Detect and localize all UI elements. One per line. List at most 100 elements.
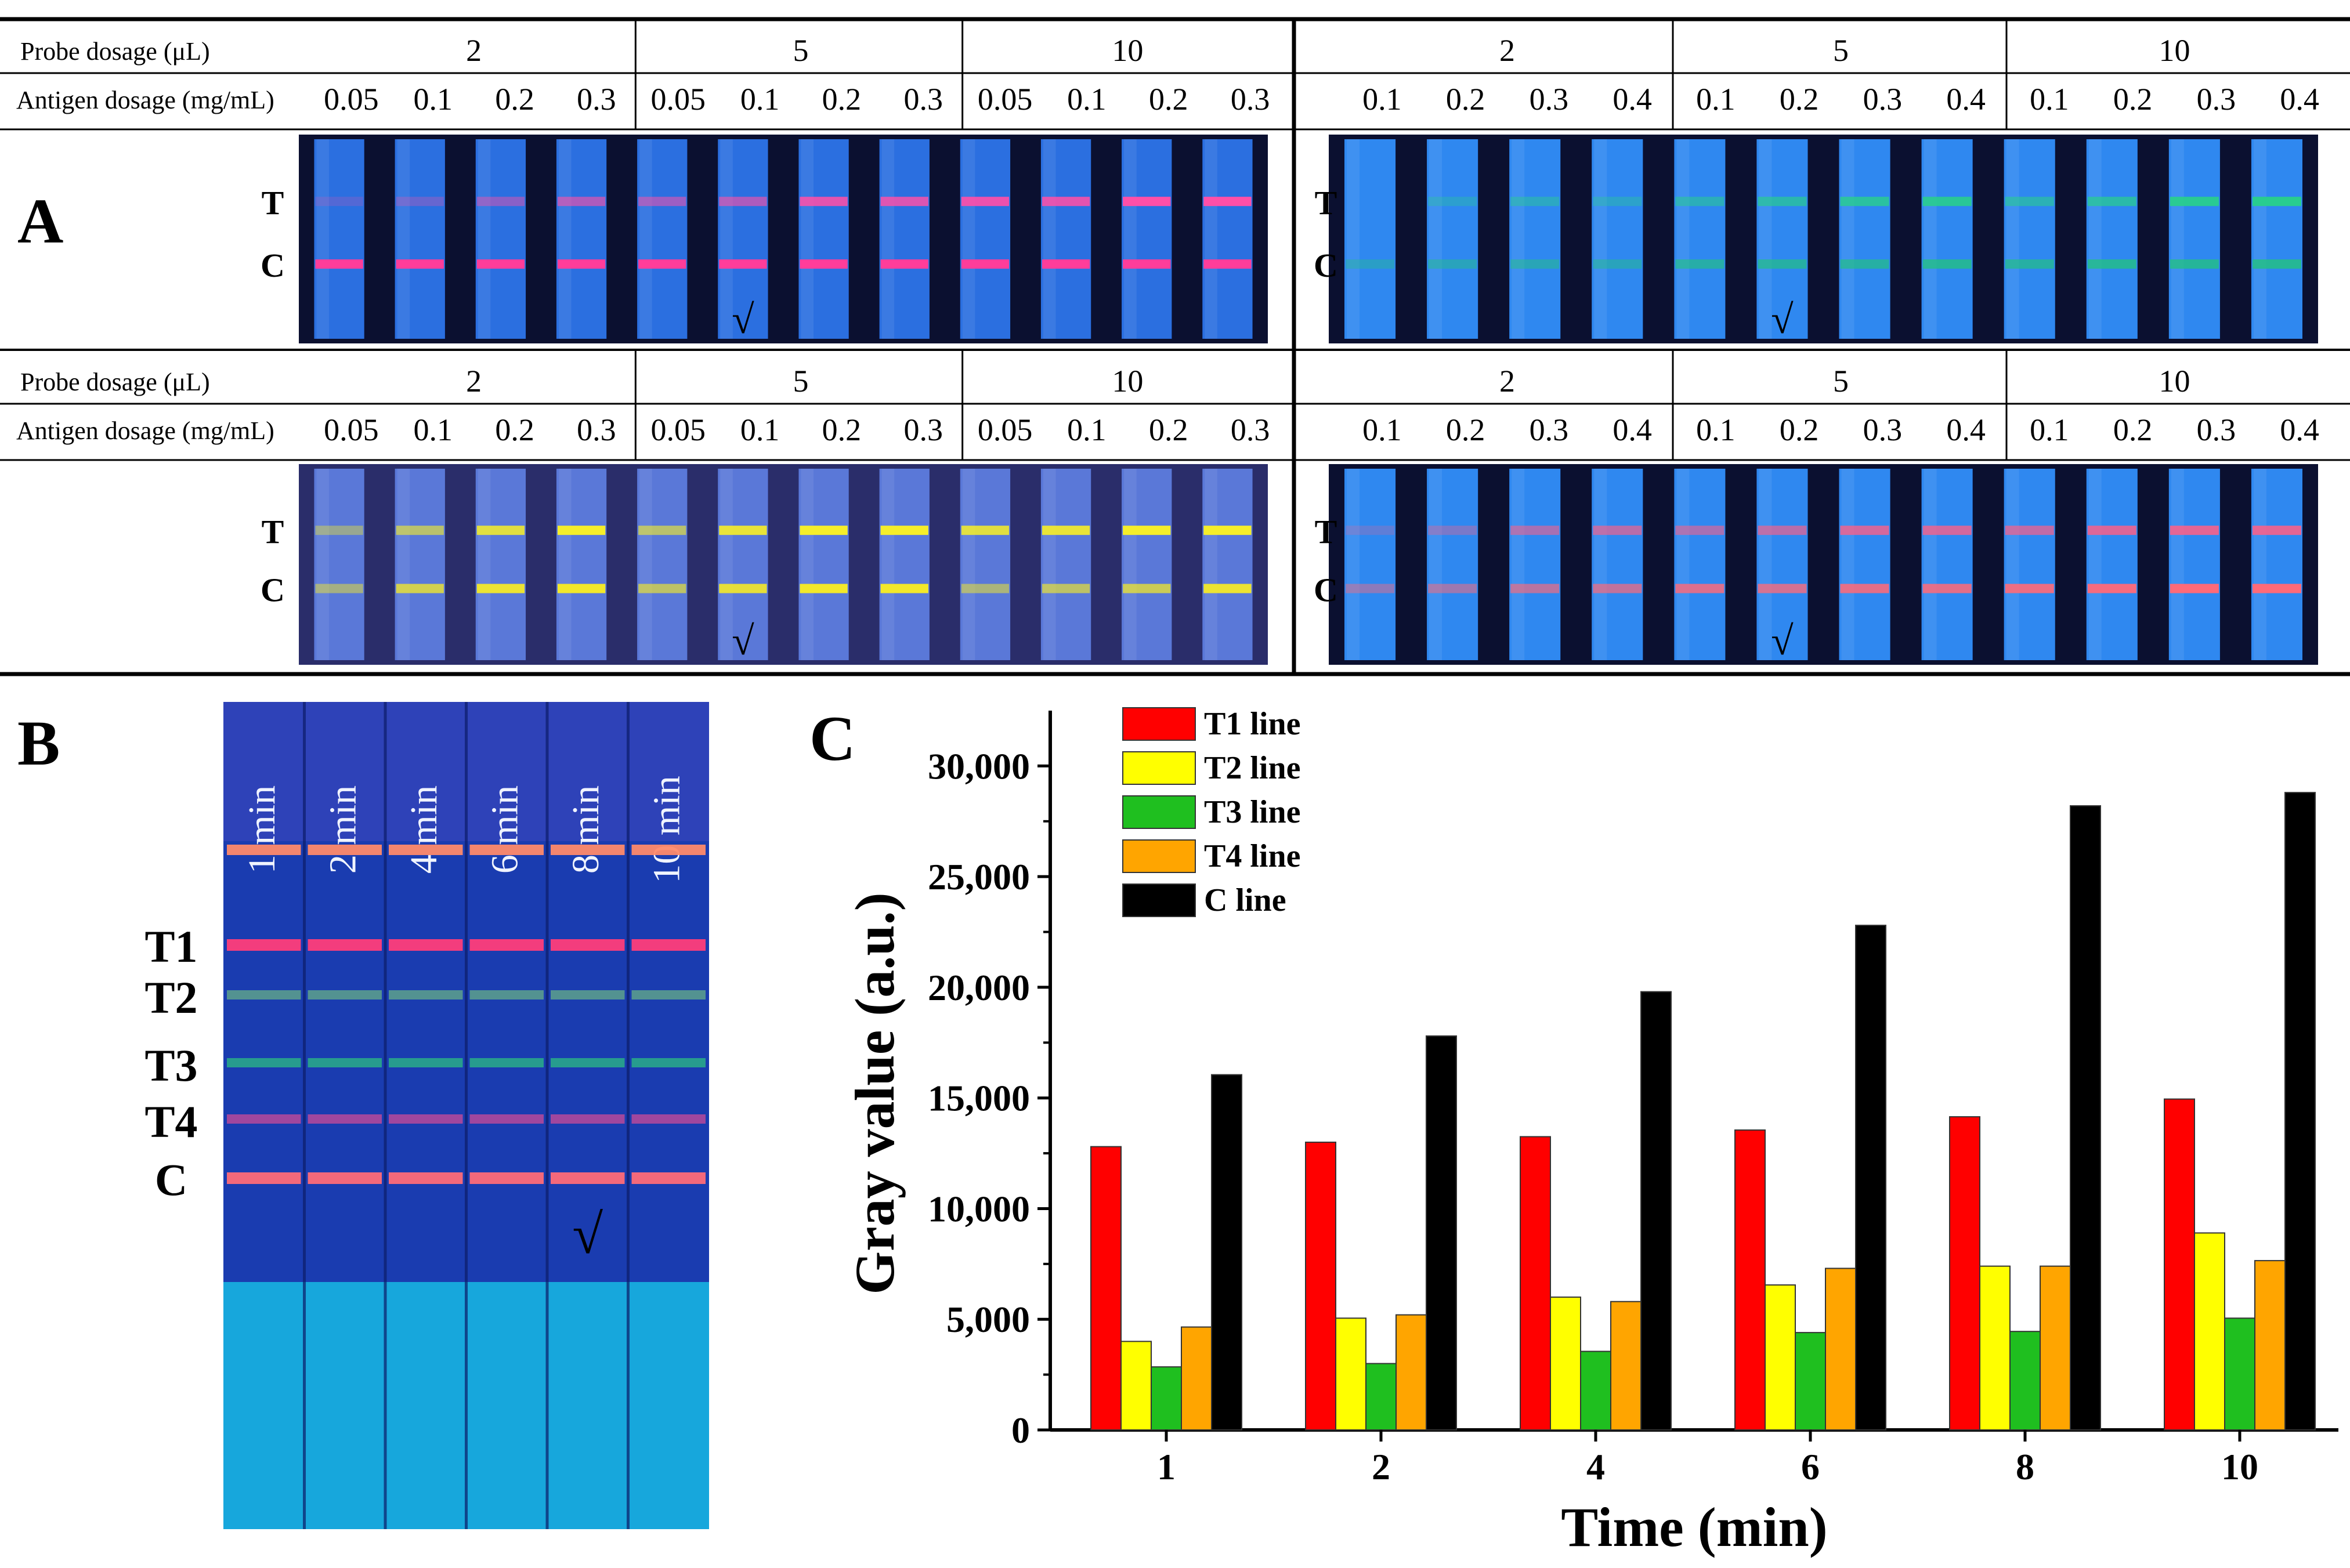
control-line-c (315, 584, 363, 593)
line-label-t: T (262, 513, 284, 551)
test-line-t (1345, 526, 1395, 535)
test-line (631, 990, 706, 1000)
test-strip (475, 469, 526, 660)
control-line-c (315, 259, 363, 269)
strip-photo-background (299, 135, 1268, 343)
test-line-t (315, 197, 363, 207)
bar (2254, 1260, 2286, 1431)
strip-sheen (1759, 139, 1772, 339)
strip-sheen (881, 139, 895, 339)
test-line-t (800, 197, 848, 207)
antigen-dosage-value: 0.2 (495, 82, 534, 117)
strip-sheen (2171, 469, 2184, 660)
antigen-dosage-value: 0.1 (1362, 412, 1402, 447)
control-line-c (1758, 584, 1807, 593)
antigen-dosage-value: 0.3 (904, 82, 943, 117)
test-line-t (1593, 526, 1642, 535)
test-strip (1344, 139, 1396, 339)
test-line (551, 939, 625, 951)
line-label-t: T (1315, 513, 1337, 551)
control-line-c (719, 584, 767, 593)
strip-sheen (2006, 139, 2019, 339)
control-line-c (880, 259, 928, 269)
bar (2009, 1331, 2041, 1431)
bar (2224, 1317, 2255, 1431)
test-line (551, 1114, 625, 1124)
strip-sheen (1429, 469, 1442, 660)
strip-sheen (1594, 469, 1607, 660)
test-line-t (1042, 197, 1090, 207)
strip-sheen (1512, 139, 1525, 339)
strip-sheen (1205, 469, 1217, 660)
control-line-c (557, 584, 606, 593)
bar (1120, 1341, 1152, 1431)
antigen-dosage-value: 0.3 (1231, 412, 1270, 447)
strip-sheen (962, 139, 975, 339)
test-line-t (557, 526, 606, 535)
control-line-c (1203, 259, 1252, 269)
antigen-dosage-value: 0.1 (740, 412, 780, 447)
antigen-dosage-value: 0.1 (1696, 412, 1736, 447)
strip-sheen (316, 469, 330, 660)
test-line-t (2005, 197, 2054, 207)
strip-sheen (1512, 469, 1525, 660)
antigen-dosage-value: 0.2 (822, 412, 862, 447)
antigen-dosage-value: 0.3 (2197, 82, 2236, 117)
test-line-t (719, 526, 767, 535)
test-line-t (315, 526, 363, 535)
test-strip (2004, 469, 2055, 660)
control-line-c (1428, 584, 1477, 593)
test-strip (637, 469, 688, 660)
y-tick-label: 10,000 (928, 1188, 1030, 1229)
antigen-dosage-value: 0.1 (1067, 412, 1107, 447)
antigen-dosage-value: 0.3 (904, 412, 943, 447)
control-line-c (961, 584, 1010, 593)
strip-sheen (1429, 139, 1442, 339)
strip-sheen (962, 469, 975, 660)
test-line-t (2170, 197, 2219, 207)
strip-sheen (2088, 139, 2102, 339)
line-label-c: C (1314, 247, 1338, 284)
bar (2284, 792, 2316, 1431)
test-strip (556, 469, 607, 660)
strip-sheen (1043, 139, 1056, 339)
x-tick-label: 8 (2016, 1446, 2034, 1487)
test-strip (1122, 469, 1172, 660)
strip-sheen (720, 469, 733, 660)
strip-sheen (881, 469, 895, 660)
test-line (469, 1058, 544, 1067)
strip-sheen (1043, 469, 1056, 660)
control-line-c (476, 259, 525, 269)
control-line-c (2170, 259, 2219, 269)
test-strip (1756, 139, 1808, 339)
test-line (308, 1114, 382, 1124)
test-line-t (1758, 197, 1807, 207)
antigen-dosage-value: 0.4 (2280, 412, 2319, 447)
test-strip (314, 139, 364, 339)
test-line-t (2170, 526, 2219, 535)
test-strip (1674, 139, 1726, 339)
y-tick-label: 5,000 (946, 1299, 1030, 1340)
legend-swatch (1122, 751, 1196, 785)
control-line-c (1840, 259, 1889, 269)
test-strip (879, 469, 930, 660)
probe-dosage-value: 10 (2159, 364, 2190, 399)
antigen-dosage-value: 0.2 (1149, 82, 1188, 117)
control-line-c (2252, 584, 2302, 593)
strip-sheen (397, 469, 410, 660)
test-line (631, 1114, 706, 1124)
line-label-t: T (1315, 184, 1337, 222)
antigen-dosage-value: 0.2 (2113, 82, 2153, 117)
strip-photo-background (1329, 464, 2318, 665)
test-line-t (1922, 197, 1972, 207)
y-tick-label: 25,000 (928, 856, 1030, 897)
antigen-dosage-value: 0.05 (978, 82, 1033, 117)
strip-sheen (2088, 469, 2102, 660)
strip-sheen (1205, 139, 1217, 339)
antigen-dosage-value: 0.2 (1446, 412, 1485, 447)
test-line (308, 1172, 382, 1184)
bar (1855, 925, 1886, 1431)
test-line-t (880, 197, 928, 207)
test-line (308, 990, 382, 1000)
